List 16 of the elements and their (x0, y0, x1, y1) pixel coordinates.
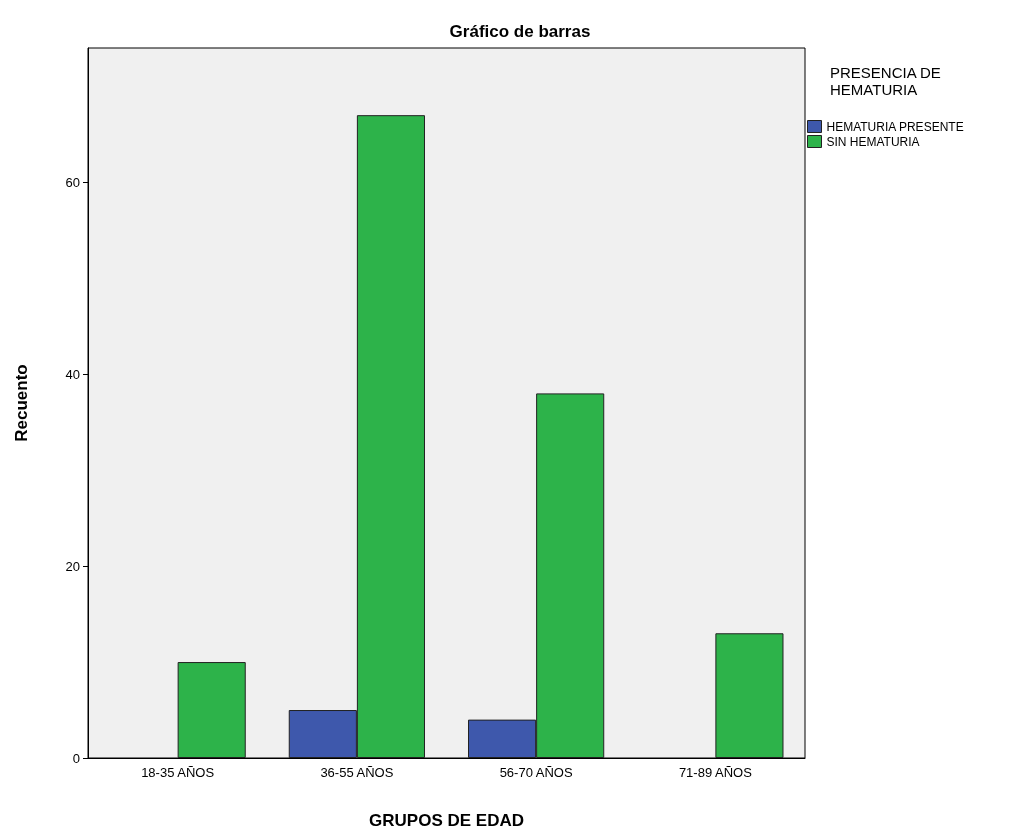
y-axis-title: Recuento (12, 364, 31, 442)
x-axis-title: GRUPOS DE EDAD (369, 811, 524, 830)
x-tick-label: 18-35 AÑOS (141, 765, 215, 780)
x-tick-label: 71-89 AÑOS (678, 765, 753, 780)
y-tick-label: 0 (72, 750, 80, 766)
x-tick-label: 36-55 AÑOS (320, 765, 394, 780)
x-tick-label: 56-70 AÑOS (499, 765, 573, 780)
bar (715, 633, 784, 758)
y-tick-label: 20 (65, 558, 80, 574)
y-tick-label: 60 (65, 174, 80, 190)
legend-title: PRESENCIA DE HEMATURIA (830, 64, 941, 98)
legend-label: HEMATURIA PRESENTE (826, 119, 964, 134)
bar (177, 662, 246, 758)
legend-label: SIN HEMATURIA (826, 134, 920, 149)
y-tick-label: 40 (65, 366, 80, 382)
chart-title: Gráfico de barras (449, 22, 591, 41)
